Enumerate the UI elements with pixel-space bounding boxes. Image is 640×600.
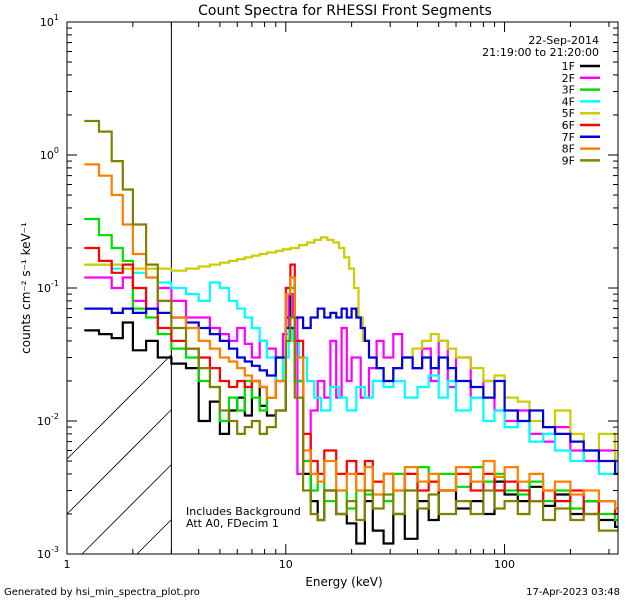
series-line-9F	[84, 119, 618, 532]
hatch-line	[81, 464, 172, 555]
hatch-lines	[66, 354, 172, 555]
legend-label-4F: 4F	[562, 95, 575, 108]
legend-label-9F: 9F	[562, 154, 575, 167]
hatch-line	[136, 519, 172, 555]
series-line-8F	[84, 163, 618, 510]
y-tick-label: 10-2	[37, 412, 59, 428]
x-tick-label: 100	[494, 558, 515, 571]
legend-label-5F: 5F	[562, 107, 575, 120]
y-tick-label: 101	[40, 13, 59, 29]
y-tick-label: 100	[40, 146, 59, 162]
x-tick-label: 10	[279, 558, 293, 571]
hatch-line	[66, 354, 172, 460]
date-label: 22-Sep-2014	[528, 34, 599, 47]
y-tick-label: 10-3	[37, 545, 59, 561]
series-lines	[84, 119, 618, 545]
chart-title: Count Spectra for RHESSI Front Segments	[198, 3, 492, 19]
y-tick-label: 10-1	[37, 279, 59, 295]
axes: 1 10 100 10-3 10-2 10-1 100 101	[37, 13, 619, 571]
time-range-label: 21:19:00 to 21:20:00	[482, 46, 599, 59]
hatch-line	[66, 409, 172, 515]
series-line-3F	[84, 217, 618, 522]
legend-label-6F: 6F	[562, 119, 575, 132]
x-tick-label: 1	[64, 558, 71, 571]
x-axis-label: Energy (keV)	[305, 575, 382, 589]
legend-label-2F: 2F	[562, 72, 575, 85]
footer-timestamp: 17-Apr-2023 03:48	[526, 587, 620, 598]
series-line-7F	[84, 307, 618, 475]
legend-label-3F: 3F	[562, 84, 575, 97]
annotation-attenuator: Att A0, FDecim 1	[186, 517, 279, 530]
annotation-background: Includes Background	[186, 505, 301, 518]
footer-generated-by: Generated by hsi_min_spectra_plot.pro	[4, 587, 200, 598]
legend-label-1F: 1F	[562, 60, 575, 73]
y-axis-label: counts cm⁻² s⁻¹ keV⁻¹	[19, 222, 33, 354]
legend-label-7F: 7F	[562, 131, 575, 144]
legend-label-8F: 8F	[562, 143, 575, 156]
series-line-4F	[84, 263, 618, 475]
